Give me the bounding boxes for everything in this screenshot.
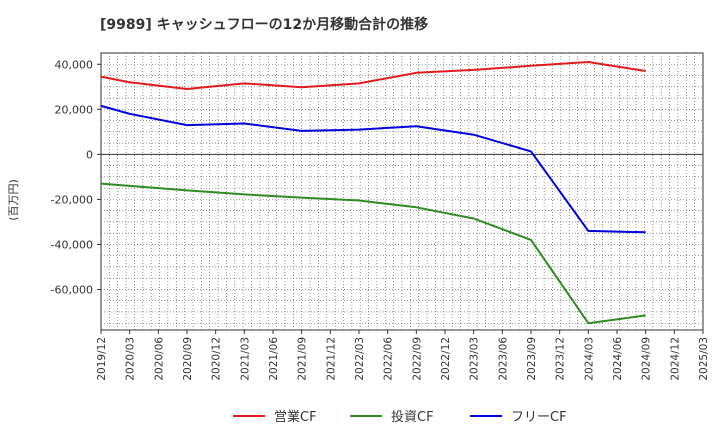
x-axis-ticks: 2019/12 2020/03 2020/06 2020/09 2020/12 2021/… bbox=[96, 330, 710, 381]
x-tick-label: 2020/12 bbox=[211, 337, 223, 381]
y-tick-label: 40,000 bbox=[55, 58, 94, 71]
x-tick-label: 2022/09 bbox=[411, 337, 423, 381]
legend-label: 営業CF bbox=[274, 409, 317, 425]
grid bbox=[101, 53, 703, 330]
y-tick-label: -40,000 bbox=[51, 238, 93, 251]
y-axis-ticks: 40,000 20,000 0 -20,000 -40,000 -60,000 bbox=[51, 58, 101, 296]
x-tick-label: 2020/06 bbox=[153, 337, 165, 381]
series-line bbox=[100, 104, 646, 234]
x-tick-label: 2025/03 bbox=[698, 337, 710, 381]
x-tick-label: 2021/09 bbox=[297, 337, 309, 381]
x-tick-label: 2023/06 bbox=[497, 337, 509, 381]
y-tick-label: 20,000 bbox=[55, 103, 94, 116]
x-tick-label: 2020/09 bbox=[182, 337, 194, 381]
x-tick-label: 2021/12 bbox=[325, 337, 337, 381]
x-tick-label: 2021/06 bbox=[268, 337, 280, 381]
y-tick-label: -60,000 bbox=[51, 283, 93, 296]
legend-label: フリーCF bbox=[511, 410, 567, 425]
x-tick-label: 2020/03 bbox=[125, 337, 137, 381]
x-tick-label: 2019/12 bbox=[96, 337, 108, 381]
x-tick-label: 2024/12 bbox=[669, 337, 681, 381]
x-tick-label: 2023/12 bbox=[555, 337, 567, 381]
series-line bbox=[100, 182, 646, 325]
chart-title: [9989] キャッシュフローの12か月移動合計の推移 bbox=[100, 16, 428, 33]
y-tick-label: -20,000 bbox=[51, 193, 93, 206]
x-tick-label: 2023/03 bbox=[469, 337, 481, 381]
x-tick-label: 2022/03 bbox=[354, 337, 366, 381]
x-tick-label: 2023/09 bbox=[526, 337, 538, 381]
series-line bbox=[100, 61, 646, 90]
x-tick-label: 2024/03 bbox=[583, 337, 595, 381]
x-tick-label: 2021/03 bbox=[239, 337, 251, 381]
series-lines bbox=[100, 61, 646, 325]
x-tick-label: 2022/06 bbox=[383, 337, 395, 381]
legend: 営業CF 投資CF フリーCF bbox=[233, 409, 567, 425]
x-tick-label: 2024/06 bbox=[612, 337, 624, 381]
x-tick-label: 2022/12 bbox=[440, 337, 452, 381]
y-tick-label: 0 bbox=[86, 148, 93, 161]
x-tick-label: 2024/09 bbox=[641, 337, 653, 381]
y-axis-label: (百万円) bbox=[7, 179, 20, 221]
legend-label: 投資CF bbox=[391, 409, 434, 425]
